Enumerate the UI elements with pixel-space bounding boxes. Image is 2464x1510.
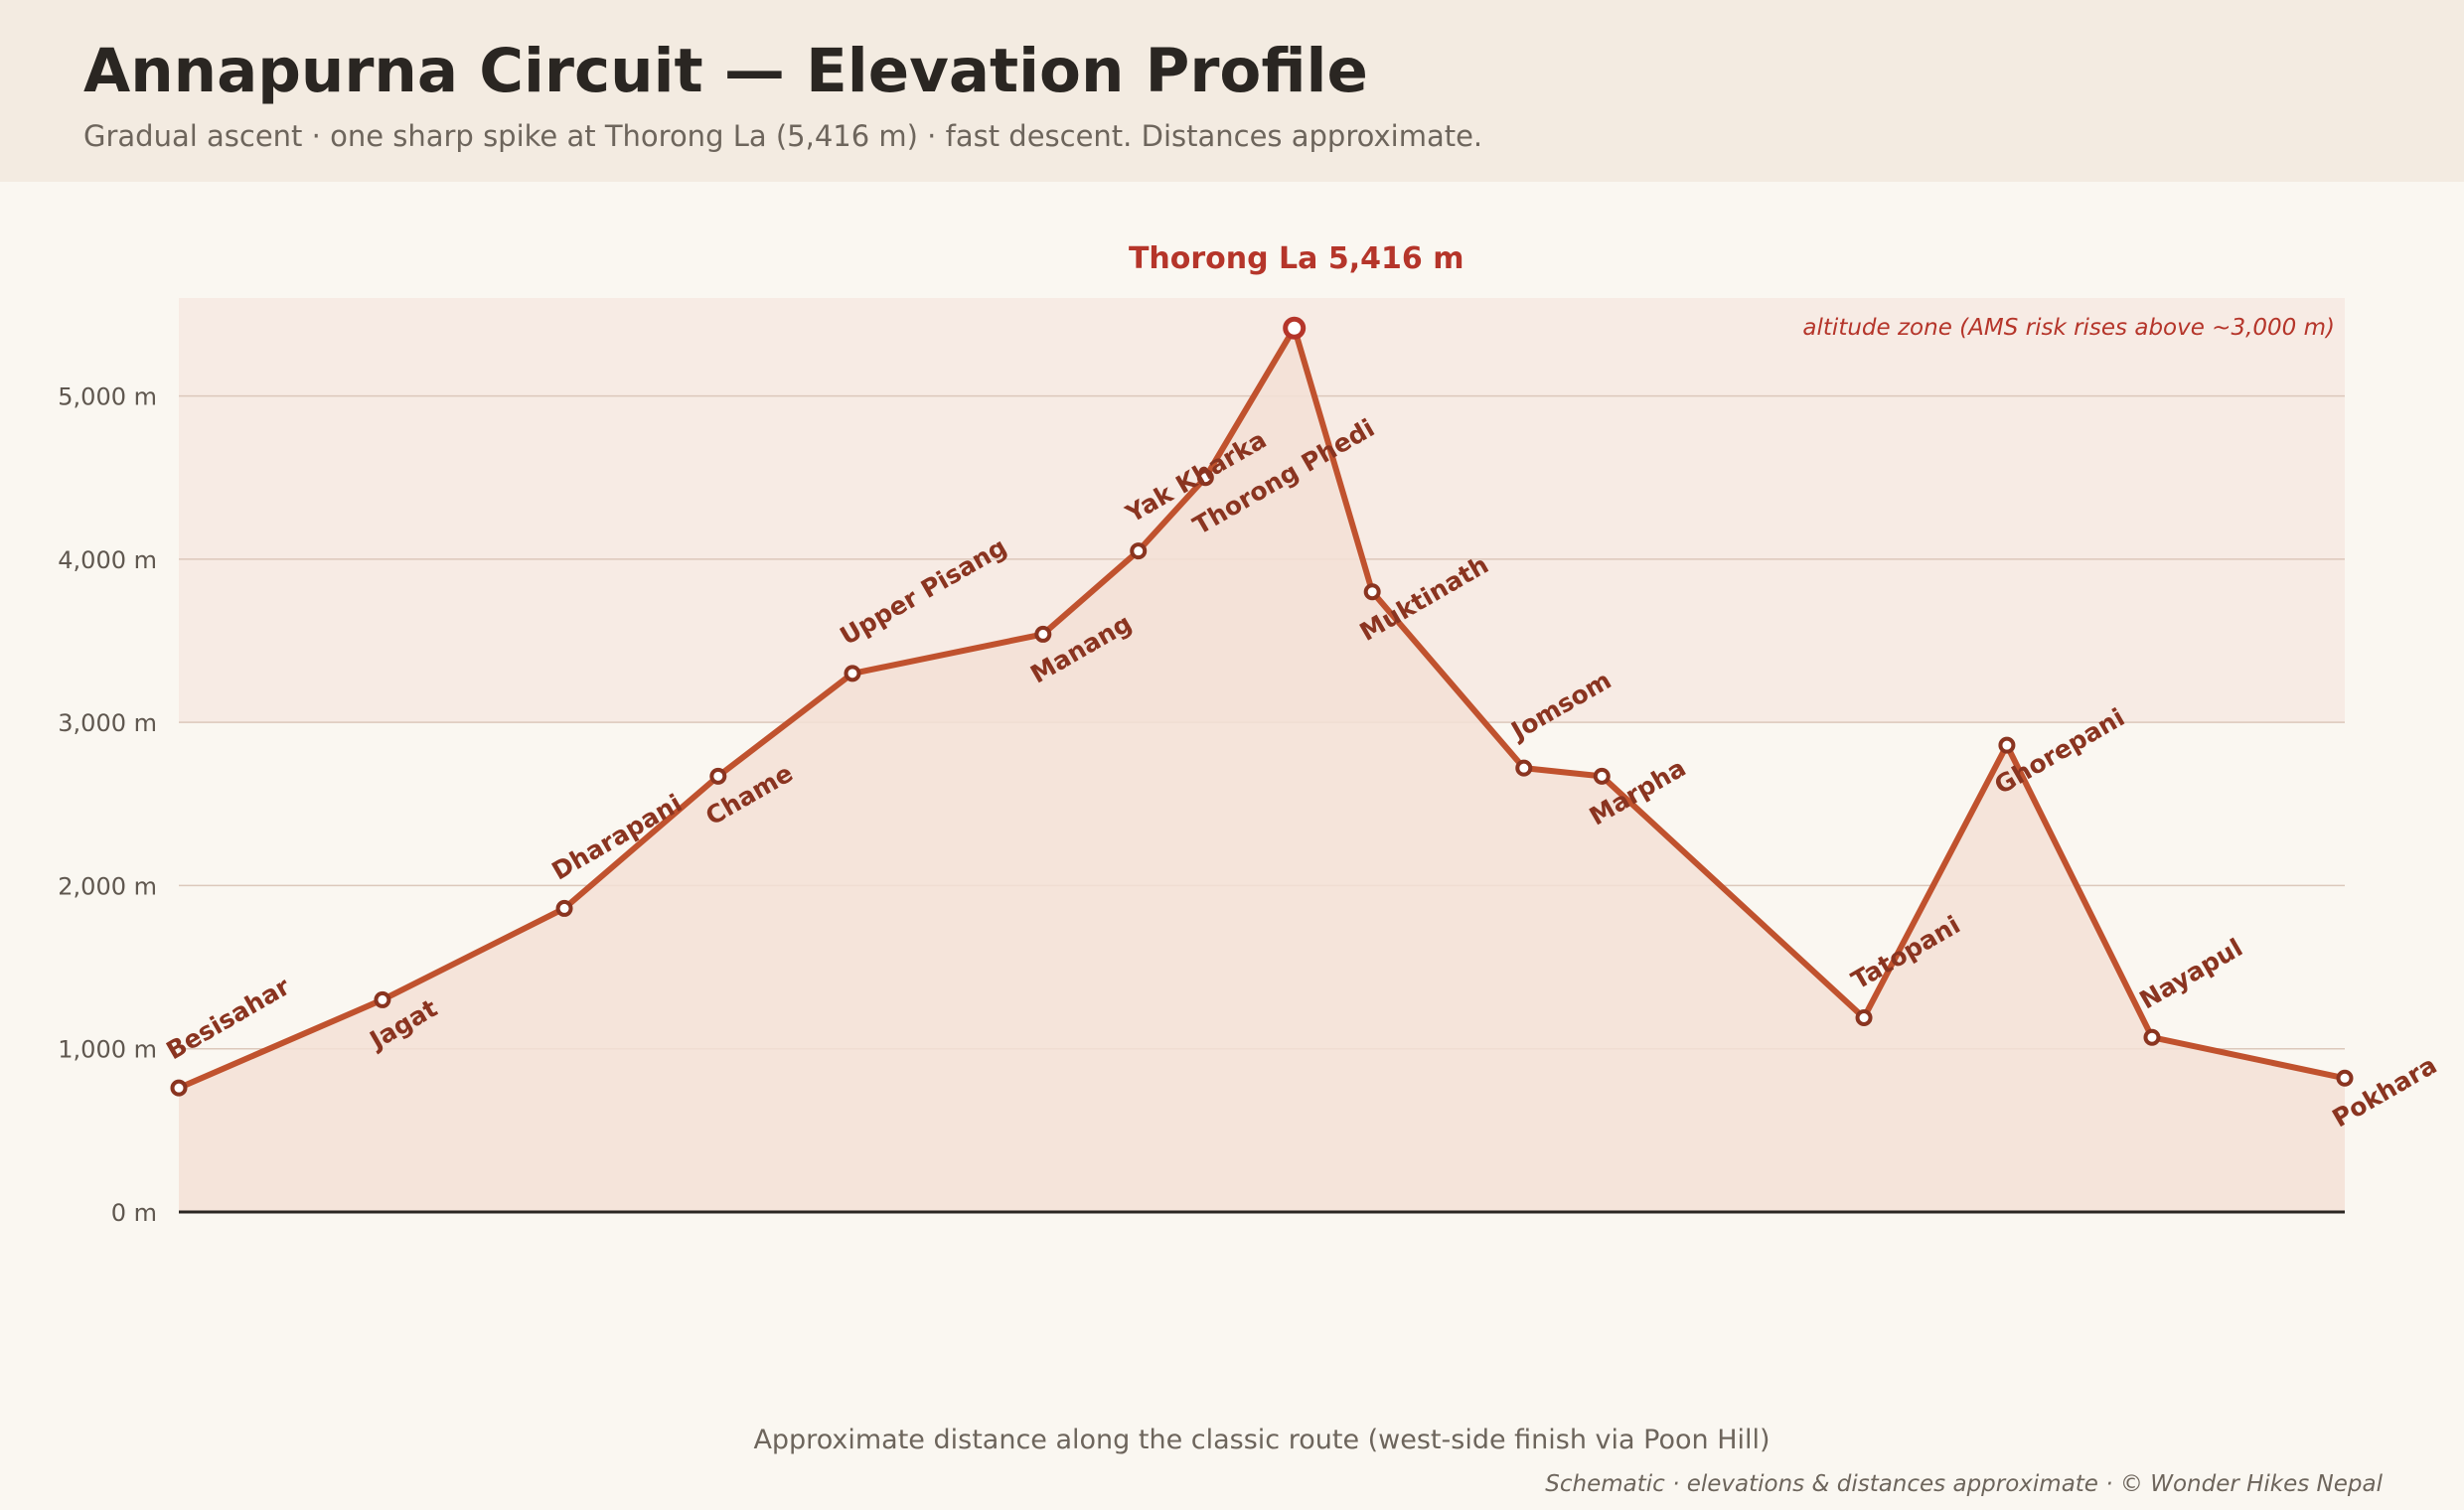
waypoint-marker	[1515, 759, 1533, 777]
y-tick-label: 2,000 m	[58, 872, 157, 900]
y-tick-label: 1,000 m	[58, 1036, 157, 1064]
waypoint-marker	[170, 1079, 188, 1097]
credit-note: Schematic · elevations & distances appro…	[1545, 1471, 2383, 1497]
waypoint-marker	[1283, 316, 1307, 340]
y-tick-label: 5,000 m	[58, 383, 157, 411]
waypoint-label: Nayapul	[2134, 933, 2247, 1014]
waypoint-marker	[1855, 1009, 1873, 1026]
waypoint-marker	[374, 990, 391, 1008]
page-subtitle: Gradual ascent · one sharp spike at Thor…	[83, 119, 1483, 153]
altitude-zone-label: altitude zone (AMS risk rises above ~3,0…	[1802, 315, 2335, 341]
waypoint-marker	[709, 767, 727, 785]
waypoint-marker	[2336, 1069, 2354, 1087]
waypoint-marker	[1196, 469, 1214, 487]
y-axis-ticks: 0 m 1,000 m 2,000 m 3,000 m 4,000 m 5,000 m	[58, 383, 157, 1227]
y-tick-label: 0 m	[111, 1199, 157, 1227]
header-band: Annapurna Circuit — Elevation Profile Gr…	[0, 0, 2464, 182]
elevation-area	[179, 328, 2345, 1212]
peak-label: Thorong La 5,416 m	[1129, 241, 1464, 276]
y-tick-label: 4,000 m	[58, 546, 157, 574]
x-axis-label: Approximate distance along the classic r…	[753, 1425, 1771, 1455]
waypoint-marker	[844, 665, 861, 682]
waypoint-marker	[1363, 583, 1381, 601]
waypoint-marker	[555, 899, 573, 917]
waypoint-marker	[2143, 1028, 2161, 1046]
waypoint-markers	[170, 316, 2354, 1097]
elevation-line	[177, 325, 2346, 1091]
page-title: Annapurna Circuit — Elevation Profile	[83, 36, 1368, 106]
waypoint-marker	[1034, 625, 1052, 643]
waypoint-marker	[1130, 542, 1148, 560]
y-tick-label: 3,000 m	[58, 709, 157, 737]
waypoint-marker	[1593, 767, 1611, 785]
waypoint-marker	[1998, 736, 2016, 754]
